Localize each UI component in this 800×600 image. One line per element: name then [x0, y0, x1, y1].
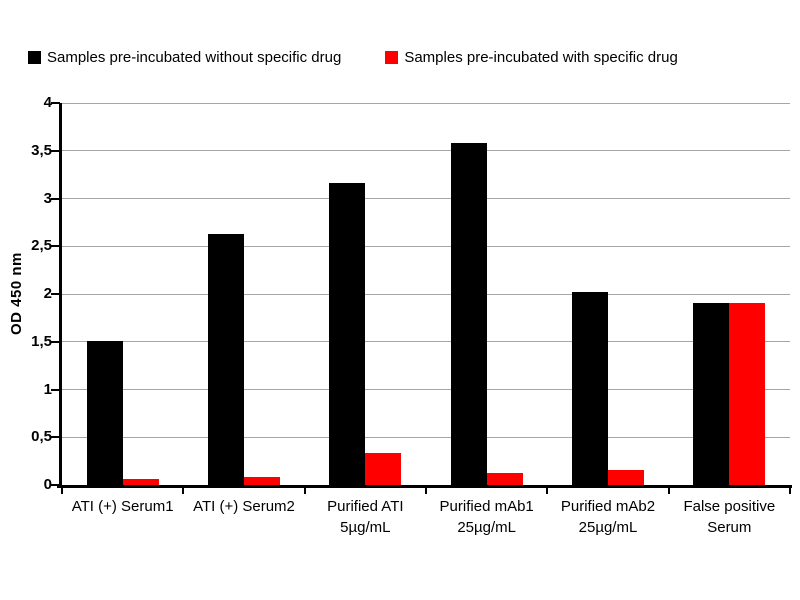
x-tick [667, 485, 670, 494]
bar-group-2 [305, 103, 426, 485]
gridline [62, 150, 790, 152]
bar-group-0 [62, 103, 183, 485]
x-category-label-line: ATI (+) Serum2 [193, 498, 295, 515]
legend-swatch-0 [28, 51, 41, 64]
x-category-label-line: 5µg/mL [340, 519, 391, 536]
y-axis-line [59, 103, 62, 488]
legend-item-1: Samples pre-incubated with specific drug [385, 49, 678, 66]
bar-series1-cat1 [243, 477, 280, 485]
x-category-label-line: Purified ATI [327, 498, 404, 515]
y-tick-label: 2 [43, 285, 52, 302]
y-tick [51, 484, 60, 486]
y-tick-label: 2,5 [31, 237, 52, 255]
y-tick [51, 245, 60, 248]
x-category-label-line: Purified mAb1 [439, 498, 534, 515]
bar-series0-cat0 [86, 340, 123, 485]
legend-item-0: Samples pre-incubated without specific d… [28, 49, 341, 66]
bar-series0-cat1 [207, 233, 244, 485]
gridline [62, 245, 790, 247]
y-tick [51, 436, 60, 439]
gridline [62, 341, 790, 343]
bar-series0-cat5 [693, 302, 730, 485]
y-tick-label: 0 [43, 476, 52, 493]
bar-series0-cat2 [329, 183, 366, 485]
y-tick-label: 0,5 [31, 428, 52, 446]
gridline [62, 436, 790, 438]
x-category-label-1: ATI (+) Serum2 [183, 496, 304, 517]
y-tick-label: 3 [43, 189, 52, 207]
bar-series1-cat2 [365, 452, 402, 485]
legend-swatch-1 [385, 51, 399, 64]
x-category-label-line: 25µg/mL [457, 519, 516, 536]
bar-group-4 [547, 103, 668, 485]
x-category-label-line: ATI (+) Serum1 [71, 498, 174, 515]
bar-group-3 [426, 103, 547, 485]
x-tick [182, 485, 185, 494]
x-category-label-5: False positive Serum [669, 496, 790, 538]
y-tick [51, 340, 60, 343]
x-category-label-line: 25µg/mL [578, 519, 638, 536]
x-category-label-0: ATI (+) Serum1 [62, 496, 183, 517]
x-tick [303, 485, 306, 494]
bar-group-5 [669, 103, 790, 485]
x-category-label-2: Purified ATI 5µg/mL [305, 496, 426, 538]
y-tick [51, 149, 60, 152]
x-tick [546, 485, 549, 494]
x-tick [425, 485, 427, 494]
x-category-label-line: Purified mAb2 [560, 498, 656, 515]
bar-series1-cat3 [486, 472, 523, 485]
x-category-label-3: Purified mAb1 25µg/mL [426, 496, 547, 538]
y-tick-label: 3,5 [31, 141, 52, 159]
x-tick [789, 485, 791, 494]
bar-series1-cat4 [607, 469, 644, 485]
y-tick [51, 102, 60, 104]
y-tick-label: 1,5 [31, 332, 52, 350]
x-tick [61, 485, 63, 494]
legend-label-1: Samples pre-incubated with specific drug [404, 49, 678, 66]
bar-series0-cat3 [450, 143, 487, 485]
x-category-label-line: Serum [707, 519, 752, 536]
gridline [62, 389, 790, 390]
y-tick [51, 388, 60, 391]
y-tick [51, 293, 60, 295]
bar-series1-cat5 [729, 302, 766, 485]
y-tick-label: 1 [43, 380, 52, 398]
bar-series0-cat4 [571, 292, 608, 485]
bar-series1-cat0 [122, 479, 159, 485]
y-tick [51, 197, 60, 200]
plot-area [62, 102, 790, 485]
x-axis-line [57, 485, 792, 488]
gridline [62, 198, 790, 199]
gridline [62, 293, 790, 295]
y-tick-label: 4 [43, 94, 52, 111]
x-category-label-4: Purified mAb2 25µg/mL [547, 496, 668, 538]
legend-label-0: Samples pre-incubated without specific d… [47, 49, 342, 66]
gridline [62, 102, 790, 104]
chart-legend: Samples pre-incubated without specific d… [28, 49, 678, 66]
bar-group-1 [183, 103, 304, 485]
x-category-label-line: False positive [683, 498, 776, 515]
